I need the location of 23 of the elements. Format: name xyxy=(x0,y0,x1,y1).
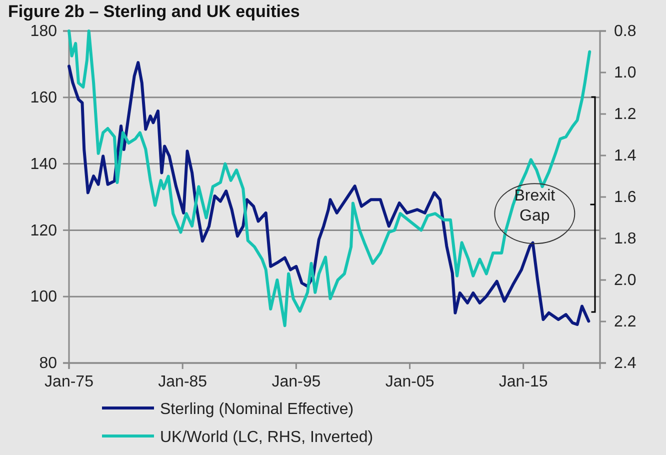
legend-label: Sterling (Nominal Effective) xyxy=(160,401,354,418)
y2-tick-label: 2.0 xyxy=(614,272,636,290)
y2-tick-label: 2.2 xyxy=(614,314,636,331)
legend-label: UK/World (LC, RHS, Inverted) xyxy=(160,429,374,446)
chart-title: Figure 2b – Sterling and UK equities xyxy=(8,2,300,21)
x-tick-label: Jan-05 xyxy=(385,373,434,390)
y-tick-label: 120 xyxy=(30,222,58,240)
y-tick-label: 80 xyxy=(39,355,58,372)
y2-tick-label: 0.8 xyxy=(614,23,636,40)
y2-tick-label: 1.4 xyxy=(614,148,636,165)
y-tick-label: 160 xyxy=(30,90,58,107)
x-tick-label: Jan-85 xyxy=(158,373,208,390)
x-tick-label: Jan-95 xyxy=(272,373,321,390)
y-tick-label: 140 xyxy=(30,156,58,173)
y2-tick-label: 1.6 xyxy=(614,189,636,206)
x-tick-label: Jan-15 xyxy=(498,373,548,390)
x-tick-label: Jan-75 xyxy=(44,373,94,390)
y-tick-label: 180 xyxy=(30,23,58,40)
y2-tick-label: 2.4 xyxy=(614,355,636,372)
y-tick-label: 100 xyxy=(30,288,58,306)
y2-tick-label: 1.0 xyxy=(614,64,636,82)
y2-tick-label: 1.2 xyxy=(614,106,636,124)
y2-tick-label: 1.8 xyxy=(614,230,636,248)
